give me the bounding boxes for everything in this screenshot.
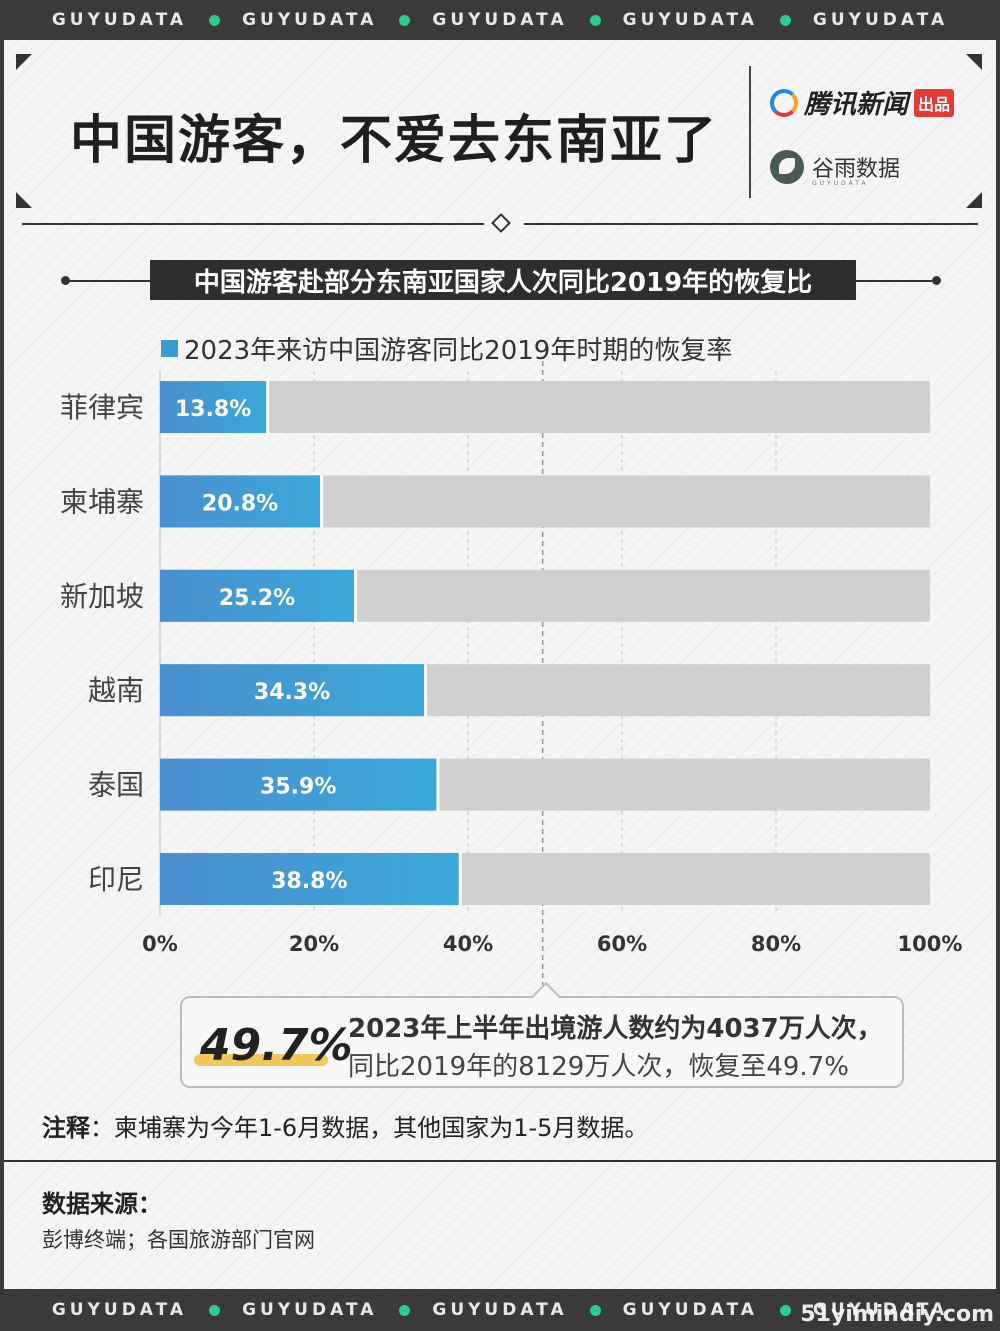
band-word: GUYUDATA bbox=[812, 10, 949, 30]
top-band: GUYUDATA GUYUDATA GUYUDATA GUYUDATA GUYU… bbox=[0, 0, 1000, 40]
legend-swatch bbox=[161, 340, 178, 357]
bar bbox=[160, 475, 321, 528]
corner-mark bbox=[966, 54, 982, 70]
bottom-band: GUYUDATA GUYUDATA GUYUDATA GUYUDATA GUYU… bbox=[0, 1289, 1000, 1331]
bar bbox=[160, 664, 425, 717]
tencent-news-logo: 腾讯新闻 出品 bbox=[770, 84, 955, 121]
bar-edge bbox=[320, 475, 324, 528]
brand1-tag: 出品 bbox=[914, 88, 955, 117]
bar-edge bbox=[266, 381, 270, 433]
section-divider bbox=[4, 1160, 996, 1162]
footnote-text: ：柬埔寨为今年1-6月数据，其他国家为1-5月数据。 bbox=[90, 1114, 649, 1142]
bar bbox=[160, 853, 459, 905]
guyu-data-logo: 谷雨数据 GUYUDATA bbox=[770, 150, 901, 187]
category-label: 越南 bbox=[88, 674, 144, 707]
bar-value-label: 34.3% bbox=[254, 680, 330, 705]
legend-label: 2023年来访中国游客同比2019年时期的恢复率 bbox=[184, 336, 733, 366]
x-tick-label: 100% bbox=[898, 932, 963, 956]
bar-chart: 13.8% 菲律宾 20.8% 柬埔寨 25.2% 新加坡 34.3% 越南 35.9% 泰国 38… bbox=[60, 361, 963, 985]
bar-edge bbox=[458, 853, 462, 905]
brand2-sub: GUYUDATA bbox=[812, 180, 869, 187]
corner-mark bbox=[966, 192, 982, 208]
footnote-label: 注释 bbox=[42, 1114, 90, 1142]
band-dot bbox=[399, 14, 411, 26]
footnote: 注释：柬埔寨为今年1-6月数据，其他国家为1-5月数据。 bbox=[42, 1108, 648, 1143]
chart-title: 中国游客赴部分东南亚国家人次同比2019年的恢复比 bbox=[150, 260, 856, 300]
x-tick-label: 0% bbox=[142, 932, 178, 956]
header-divider bbox=[749, 66, 751, 198]
bar-value-label: 38.8% bbox=[271, 869, 347, 894]
bird-icon bbox=[770, 150, 804, 184]
tencent-news-icon bbox=[770, 88, 798, 117]
infographic-card: 中国游客，不爱去东南亚了 腾讯新闻 出品 谷雨数据 GUYUDATA 中国游客赴… bbox=[4, 40, 996, 1289]
band-word: GUYUDATA bbox=[242, 1300, 378, 1320]
bar-edge bbox=[436, 758, 440, 811]
band-dot bbox=[399, 1304, 411, 1316]
category-label: 新加坡 bbox=[60, 580, 144, 613]
bar-edge bbox=[424, 664, 428, 717]
category-label: 印尼 bbox=[88, 863, 144, 896]
band-word: GUYUDATA bbox=[622, 1300, 758, 1320]
watermark: 51yimindiy.com bbox=[800, 1302, 994, 1327]
page-title: 中国游客，不爱去东南亚了 bbox=[70, 111, 719, 171]
category-label: 柬埔寨 bbox=[60, 485, 144, 518]
band-word: GUYUDATA bbox=[432, 10, 568, 30]
band-word: GUYUDATA bbox=[51, 1300, 188, 1320]
band-word: GUYUDATA bbox=[432, 1300, 568, 1320]
band-dot bbox=[779, 1304, 791, 1316]
band-dot bbox=[589, 14, 601, 26]
category-label: 泰国 bbox=[88, 769, 144, 802]
category-label: 菲律宾 bbox=[60, 391, 144, 424]
callout-line1: 2023年上半年出境游人数约为4037万人次， bbox=[348, 1014, 883, 1044]
bar-background bbox=[160, 381, 930, 433]
corner-mark bbox=[16, 192, 32, 208]
value-highlight bbox=[194, 1054, 328, 1066]
callout-value: 49.7% bbox=[200, 1020, 353, 1071]
bar-value-label: 35.9% bbox=[260, 775, 336, 800]
band-dot bbox=[589, 1304, 601, 1316]
brand1-text: 腾讯新闻 bbox=[804, 90, 909, 120]
x-tick-label: 20% bbox=[289, 932, 339, 956]
band-word: GUYUDATA bbox=[242, 10, 378, 30]
bar bbox=[160, 569, 355, 622]
header-rule bbox=[22, 223, 484, 225]
bar-edge bbox=[354, 569, 358, 622]
subtitle-dot bbox=[61, 276, 70, 285]
band-word: GUYUDATA bbox=[51, 10, 188, 30]
source-heading: 数据来源： bbox=[42, 1190, 162, 1218]
bar bbox=[160, 381, 267, 433]
subtitle-dot bbox=[932, 276, 941, 285]
x-tick-label: 60% bbox=[597, 932, 647, 956]
bar-value-label: 13.8% bbox=[175, 397, 251, 422]
source-text: 彭博终端；各国旅游部门官网 bbox=[42, 1228, 315, 1252]
header-rule bbox=[524, 223, 978, 225]
chart-legend: 2023年来访中国游客同比2019年时期的恢复率 bbox=[161, 330, 732, 367]
subtitle-rule bbox=[64, 280, 154, 282]
x-tick-label: 80% bbox=[751, 932, 801, 956]
bar bbox=[160, 758, 437, 811]
bar-value-label: 20.8% bbox=[202, 491, 278, 516]
band-word: GUYUDATA bbox=[622, 10, 758, 30]
summary-callout: 49.7% 2023年上半年出境游人数约为4037万人次， 同比2019年的81… bbox=[180, 981, 904, 1088]
brand2-text: 谷雨数据 bbox=[812, 157, 901, 182]
band-dot bbox=[209, 14, 221, 26]
corner-mark bbox=[16, 54, 32, 70]
callout-line2: 同比2019年的8129万人次，恢复至49.7% bbox=[348, 1052, 849, 1082]
band-dot bbox=[209, 1304, 221, 1316]
bar-value-label: 25.2% bbox=[219, 586, 295, 611]
band-word: GUYUDATA bbox=[812, 1300, 949, 1320]
subtitle-rule bbox=[852, 280, 936, 282]
x-tick-label: 40% bbox=[443, 932, 493, 956]
band-dot bbox=[779, 14, 791, 26]
